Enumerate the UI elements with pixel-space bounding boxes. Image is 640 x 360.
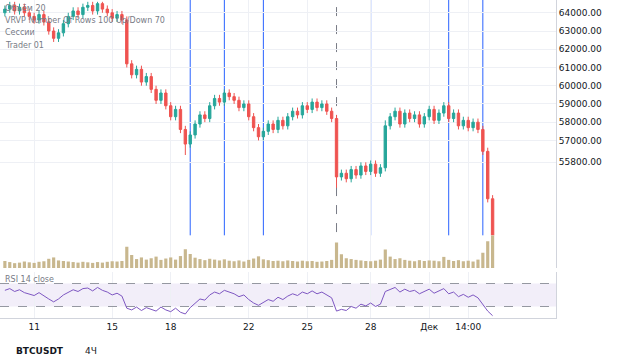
svg-text:15: 15	[106, 322, 117, 332]
svg-text:62000.00: 62000.00	[559, 44, 602, 54]
svg-text:55800.00: 55800.00	[559, 157, 602, 167]
svg-text:57000.00: 57000.00	[559, 136, 602, 146]
svg-text:64000.00: 64000.00	[559, 8, 602, 18]
svg-text:VRVP Number Of Rows 100 Up/Dow: VRVP Number Of Rows 100 Up/Down 70	[5, 16, 165, 25]
svg-text:14:00: 14:00	[455, 322, 481, 332]
svg-text:63000.00: 63000.00	[559, 26, 602, 36]
svg-text:RSI 14 close: RSI 14 close	[5, 275, 54, 284]
svg-text:Сессии: Сессии	[5, 28, 35, 37]
svg-text:Дек: Дек	[420, 322, 439, 332]
svg-text:59000.00: 59000.00	[559, 99, 602, 109]
svg-text:60000.00: 60000.00	[559, 81, 602, 91]
svg-text:Trader 01: Trader 01	[5, 41, 44, 50]
svg-text:4Ч: 4Ч	[85, 346, 97, 356]
svg-text:61000.00: 61000.00	[559, 63, 602, 73]
svg-text:22: 22	[243, 322, 254, 332]
svg-text:Объём 20: Объём 20	[5, 4, 46, 13]
svg-text:BTCUSDT: BTCUSDT	[16, 346, 64, 356]
svg-text:11: 11	[28, 322, 39, 332]
svg-text:58000.00: 58000.00	[559, 117, 602, 127]
svg-text:28: 28	[365, 322, 377, 332]
svg-text:25: 25	[302, 322, 313, 332]
svg-text:18: 18	[165, 322, 177, 332]
